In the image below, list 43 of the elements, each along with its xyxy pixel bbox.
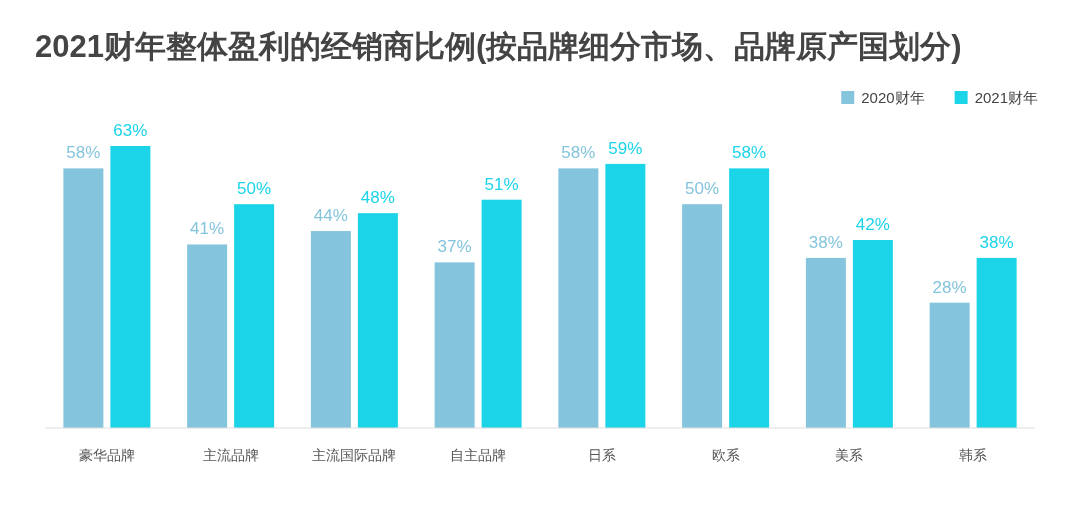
data-label: 37% [437,237,472,257]
bar [434,262,475,428]
data-label: 63% [113,121,148,140]
data-label: 58% [561,143,596,163]
bar [605,163,646,428]
bar [558,168,599,428]
bar [976,257,1017,428]
data-label: 50% [685,179,720,199]
legend-label: 2020财年 [861,89,925,106]
x-tick-label: 主流国际品牌 [312,447,397,463]
x-tick-label: 日系 [587,447,616,463]
bar [110,146,151,428]
bar [682,204,723,428]
x-tick-label: 欧系 [711,447,740,463]
bar [310,231,351,428]
bar [187,244,228,428]
data-label: 44% [313,206,348,226]
data-label: 51% [484,174,519,194]
bar [63,168,104,428]
data-label: 59% [608,138,643,158]
data-label: 38% [979,232,1014,252]
data-label: 28% [932,277,967,297]
data-label: 58% [66,143,101,163]
legend-label: 2021财年 [974,89,1038,106]
x-tick-label: 韩系 [959,447,988,463]
x-tick-label: 美系 [835,447,864,463]
bar [234,204,275,428]
data-label: 50% [237,179,272,199]
data-label: 41% [190,219,225,239]
bar [481,199,522,428]
bar [852,240,893,428]
bar [929,302,970,428]
chart-title: 2021财年整体盈利的经销商比例(按品牌细分市场、品牌原产国划分) [35,29,962,64]
x-tick-label: 自主品牌 [450,447,507,463]
data-label: 38% [808,232,843,252]
bar [805,257,846,428]
x-tick-label: 豪华品牌 [78,447,135,463]
data-label: 48% [360,188,395,208]
data-label: 58% [732,143,767,163]
data-label: 42% [855,215,890,234]
bar [729,168,770,428]
bar [357,213,398,428]
x-tick-label: 主流品牌 [202,447,259,463]
